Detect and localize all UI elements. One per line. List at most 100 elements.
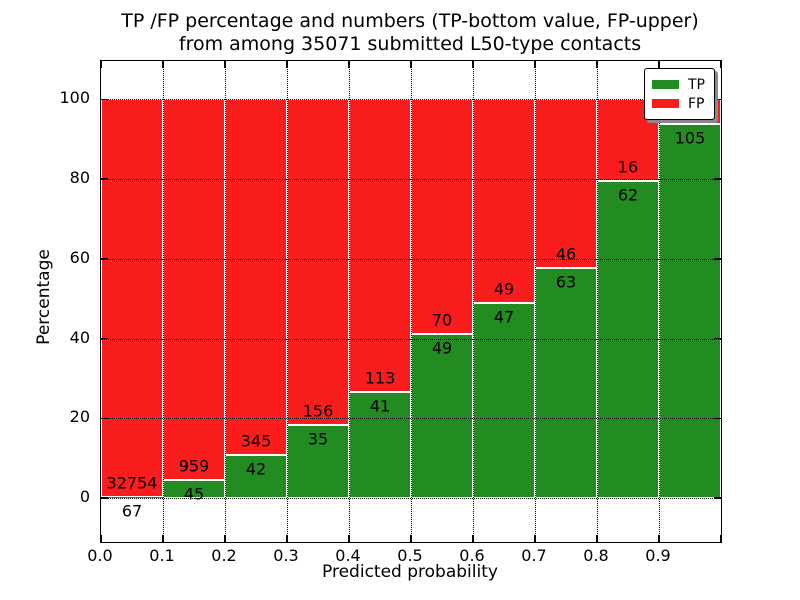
y-tick-mark [101,417,108,420]
y-tick-mark [714,337,721,340]
y-tick-mark [101,98,108,101]
x-tick-label: 0.4 [335,546,361,565]
x-tick-label: 0.7 [521,546,547,565]
tp-count-label: 45 [183,484,205,504]
x-gridline [473,61,474,542]
x-tick-mark [596,61,598,68]
x-tick-mark [224,61,226,68]
x-tick-mark [596,535,598,542]
x-tick-mark [472,535,474,542]
fp-bar-segment [411,99,473,334]
fp-count-label: 156 [302,401,334,421]
tp-bar-segment [597,181,659,499]
x-tick-mark [100,535,102,542]
fp-count-label: 32754 [106,473,158,493]
chart-title: TP /FP percentage and numbers (TP-bottom… [100,10,720,56]
x-gridline [163,61,164,542]
fp-bar-segment [473,99,535,303]
fp-count-label: 345 [240,431,272,451]
tp-bar-segment [473,302,535,499]
x-gridline [349,61,350,542]
x-tick-label: 0.5 [397,546,423,565]
x-tick-mark [410,535,412,542]
x-gridline [597,61,598,542]
fp-count-label: 16 [617,157,639,177]
x-tick-label: 0.9 [645,546,671,565]
y-tick-label: 20 [69,407,90,427]
y-tick-label: 80 [69,168,90,188]
tp-count-label: 41 [369,396,391,416]
fp-count-label: 113 [364,368,396,388]
tp-bar-segment [411,333,473,499]
y-tick-mark [714,178,721,180]
x-tick-mark [348,535,350,542]
fp-bar-segment [535,99,597,268]
fp-legend-label: FP [688,95,705,112]
tp-count-label: 63 [555,272,577,292]
x-gridline [411,61,412,542]
x-tick-mark [162,535,164,542]
y-tick-mark [101,337,108,340]
x-tick-mark [658,61,660,68]
tp-bar-segment [225,454,287,499]
y-tick-label: 0 [79,487,90,507]
y-tick-label: 40 [69,327,90,347]
tp-count-label: 62 [617,185,639,205]
x-gridline [287,61,288,542]
fp-count-label: 70 [431,310,453,330]
x-gridline [535,61,536,542]
x-tick-label: 0.3 [273,546,299,565]
tp-count-label: 105 [674,128,706,148]
x-axis-label: Predicted probability [322,562,498,582]
fp-bar-segment [163,99,225,481]
x-tick-mark [286,61,288,68]
legend: TP FP [644,68,715,120]
x-tick-mark [410,61,412,68]
y-tick-mark [714,497,721,499]
x-tick-label: 0.0 [87,546,113,565]
tp-count-label: 49 [431,338,453,358]
x-tick-mark [658,535,660,542]
fp-count-label: 959 [178,456,210,476]
tp-count-label: 47 [493,307,515,327]
x-tick-mark [348,61,350,68]
x-tick-mark [100,61,102,68]
x-gridline [225,61,226,542]
fp-bar-segment [287,99,349,426]
legend-entry-fp: FP [652,94,705,113]
x-tick-mark [534,61,536,68]
tp-count-label: 35 [307,429,329,449]
x-tick-mark [286,535,288,542]
fp-bar-segment [101,99,163,498]
fp-bar-segment [225,99,287,455]
tp-bar-segment [349,391,411,499]
fp-count-label: 49 [493,279,515,299]
tp-count-label: 67 [121,501,143,521]
plot-area: TP FP 32754 67 959 45 345 42 156 35 113 41 70 49 49 4… [100,60,722,543]
y-tick-label: 100 [59,88,90,108]
y-tick-mark [714,258,721,260]
y-tick-mark [714,417,721,420]
x-tick-mark [472,61,474,68]
fp-legend-swatch-icon [652,99,679,108]
legend-entry-tp: TP [652,75,705,94]
x-tick-mark [720,535,722,542]
tp-bar-segment [535,267,597,499]
x-tick-label: 0.1 [149,546,175,565]
chart-title-line1: TP /FP percentage and numbers (TP-bottom… [121,10,699,32]
x-tick-label: 0.6 [459,546,485,565]
tp-bar-segment [101,497,163,499]
x-gridline [659,61,660,542]
tp-legend-label: TP [688,76,705,93]
x-tick-mark [162,61,164,68]
y-tick-mark [101,258,108,260]
y-tick-label: 60 [69,247,90,267]
tp-bar-segment [287,425,349,499]
y-tick-mark [714,98,721,101]
y-tick-mark [101,178,108,180]
x-tick-label: 0.8 [583,546,609,565]
x-tick-label: 0.2 [211,546,237,565]
y-tick-mark [101,497,108,499]
x-tick-mark [720,61,722,68]
